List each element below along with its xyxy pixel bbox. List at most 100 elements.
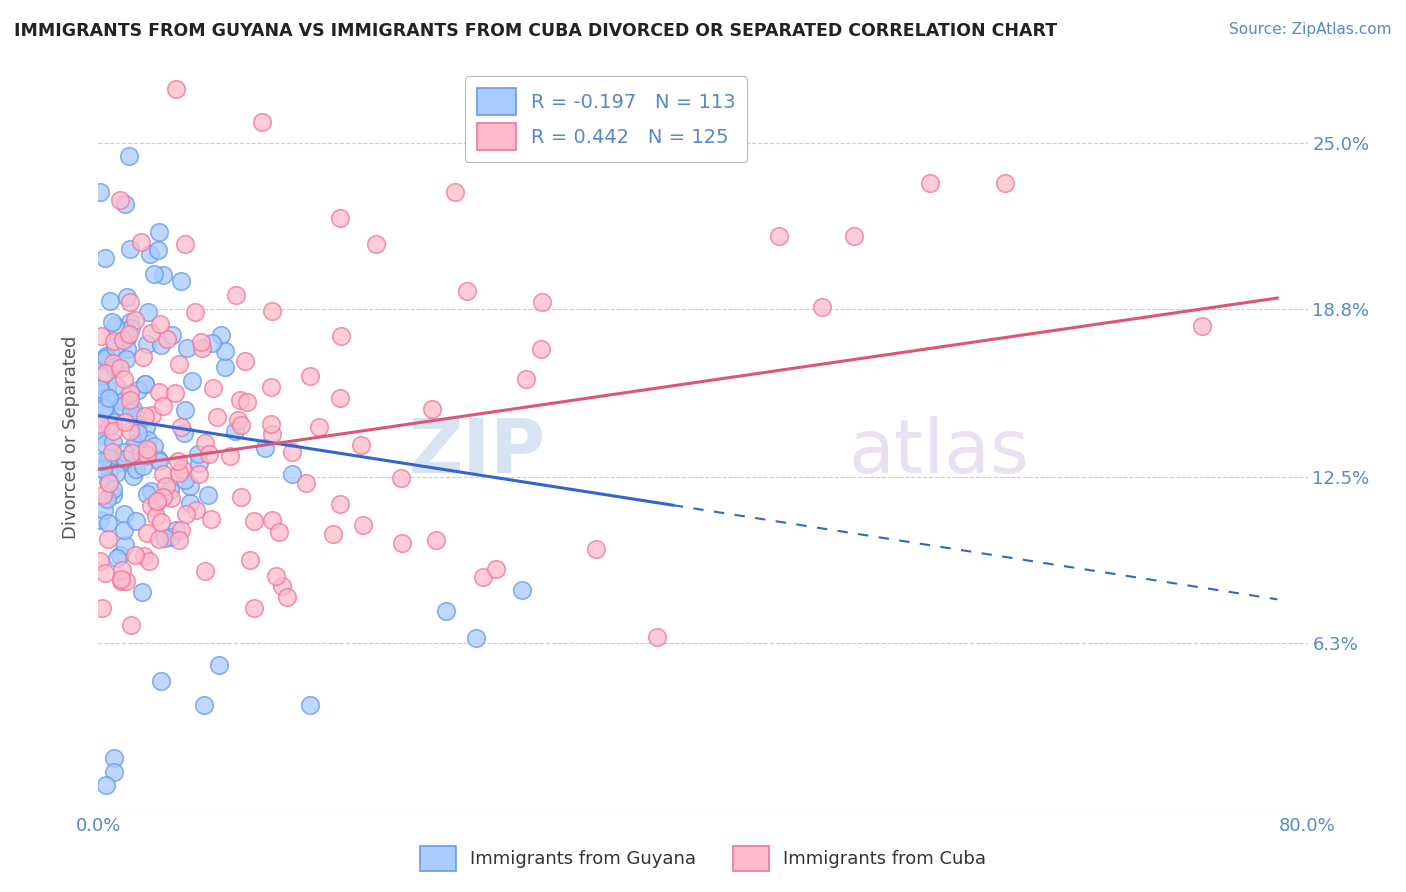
Point	[198, 447, 221, 461]
Point	[281, 467, 304, 482]
Point	[114, 452, 136, 467]
Point	[235, 354, 257, 368]
Point	[200, 512, 222, 526]
Point	[127, 435, 149, 450]
Point	[115, 290, 138, 304]
Point	[148, 385, 170, 400]
Point	[299, 698, 322, 712]
Point	[298, 369, 321, 384]
Point	[150, 673, 173, 688]
Point	[180, 374, 202, 388]
Point	[120, 242, 142, 256]
Point	[349, 438, 371, 452]
Point	[121, 446, 143, 460]
Point	[132, 350, 155, 364]
Point	[530, 294, 553, 309]
Point	[97, 451, 120, 466]
Point	[98, 391, 121, 405]
Point	[136, 336, 159, 351]
Point	[148, 454, 170, 468]
Point	[389, 470, 412, 484]
Point	[266, 569, 288, 583]
Point	[136, 442, 159, 456]
Point	[229, 393, 252, 408]
Point	[214, 343, 236, 358]
Point	[141, 408, 163, 422]
Point	[149, 318, 172, 332]
Point	[96, 491, 118, 506]
Point	[308, 419, 330, 434]
Point	[329, 497, 352, 511]
Point	[124, 549, 146, 563]
Point	[127, 384, 149, 398]
Point	[101, 434, 124, 449]
Point	[1191, 319, 1213, 334]
Point	[176, 341, 198, 355]
Point	[129, 235, 152, 249]
Y-axis label: Divorced or Separated: Divorced or Separated	[62, 335, 80, 539]
Point	[131, 585, 153, 599]
Point	[91, 487, 114, 501]
Point	[127, 426, 149, 441]
Point	[112, 444, 135, 458]
Point	[112, 372, 135, 386]
Point	[110, 361, 132, 376]
Point	[322, 527, 344, 541]
Point	[100, 315, 122, 329]
Point	[328, 211, 350, 225]
Point	[128, 438, 150, 452]
Point	[366, 236, 388, 251]
Point	[174, 473, 197, 487]
Point	[163, 386, 186, 401]
Legend: Immigrants from Guyana, Immigrants from Cuba: Immigrants from Guyana, Immigrants from …	[413, 838, 993, 879]
Point	[111, 455, 134, 469]
Point	[167, 454, 190, 468]
Point	[125, 462, 148, 476]
Point	[994, 176, 1017, 190]
Point	[97, 475, 120, 489]
Point	[94, 566, 117, 581]
Point	[530, 342, 553, 356]
Point	[190, 341, 212, 355]
Point	[645, 630, 668, 644]
Point	[139, 484, 162, 499]
Point	[242, 601, 264, 615]
Point	[115, 574, 138, 588]
Point	[153, 531, 176, 545]
Point	[114, 538, 136, 552]
Point	[160, 328, 183, 343]
Point	[194, 436, 217, 450]
Point	[768, 229, 790, 244]
Point	[93, 366, 115, 380]
Point	[260, 380, 283, 394]
Point	[103, 359, 125, 374]
Point	[152, 399, 174, 413]
Point	[101, 415, 124, 429]
Point	[112, 523, 135, 537]
Point	[170, 461, 193, 475]
Text: ZIP: ZIP	[409, 416, 546, 489]
Point	[101, 450, 124, 464]
Point	[190, 334, 212, 349]
Point	[141, 326, 163, 341]
Point	[152, 268, 174, 282]
Point	[152, 490, 174, 504]
Point	[118, 326, 141, 341]
Point	[134, 376, 156, 391]
Point	[253, 442, 276, 456]
Point	[120, 424, 142, 438]
Point	[420, 402, 443, 417]
Point	[114, 197, 136, 211]
Point	[98, 464, 121, 478]
Point	[918, 176, 941, 190]
Point	[97, 516, 120, 530]
Point	[138, 554, 160, 568]
Point	[229, 490, 252, 504]
Point	[267, 525, 290, 540]
Point	[167, 357, 190, 371]
Point	[169, 523, 191, 537]
Point	[145, 508, 167, 523]
Point	[89, 513, 111, 527]
Point	[224, 425, 246, 439]
Point	[91, 368, 114, 383]
